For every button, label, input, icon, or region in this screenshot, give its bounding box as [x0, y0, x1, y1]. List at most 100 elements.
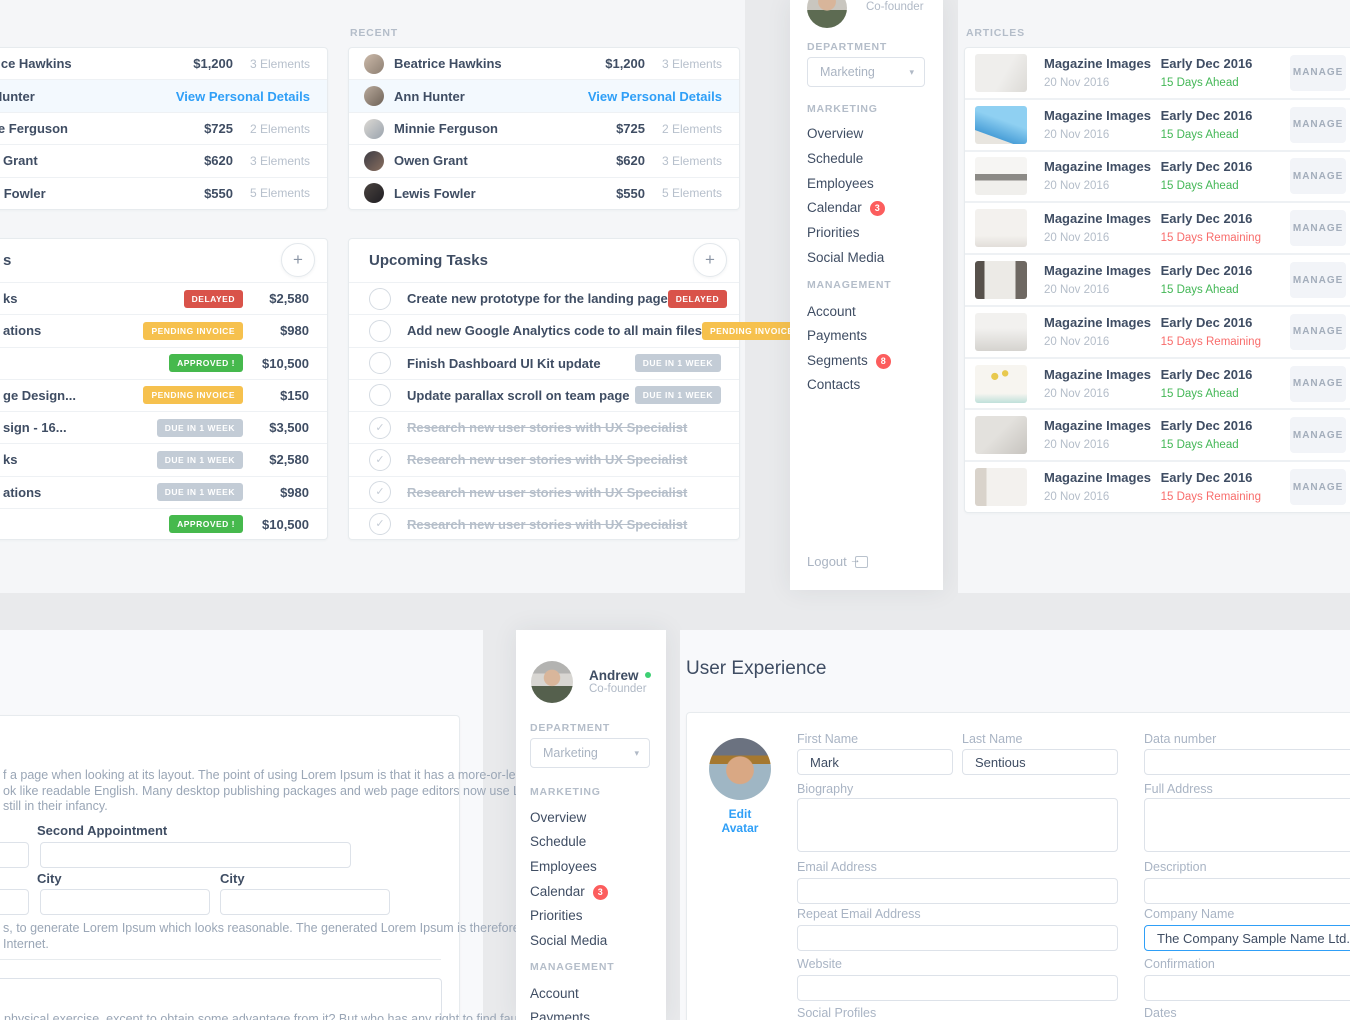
repeat-email-input[interactable]	[797, 925, 1118, 951]
sidebar-item-segments[interactable]: Segments 8	[807, 353, 891, 369]
task-checkbox-checked[interactable]: ✓	[369, 481, 391, 504]
task-row[interactable]: Add new Google Analytics code to all mai…	[349, 314, 802, 346]
department-dropdown[interactable]: Marketing ▾	[530, 738, 650, 768]
person-elements: 5 Elements	[250, 186, 311, 201]
city-input-2[interactable]	[220, 889, 390, 915]
add-task-button[interactable]: +	[693, 243, 727, 277]
notes-textarea[interactable]: physical exercise, except to obtain some…	[0, 978, 588, 1020]
sidebar-item-account[interactable]: Account	[807, 304, 856, 319]
manage-button[interactable]: MANAGE	[1290, 158, 1346, 195]
people-row[interactable]: Lewis Fowler $550 5 Elements	[349, 176, 739, 209]
people-row[interactable]: Beatrice Hawkins $1,200 3 Elements	[0, 48, 327, 79]
sidebar-item-schedule[interactable]: Schedule	[530, 834, 587, 849]
user-role: Co-founder	[589, 683, 647, 695]
second-appointment-input[interactable]	[40, 842, 351, 868]
edit-avatar-link[interactable]: Edit Avatar	[721, 807, 759, 835]
invoice-row[interactable]: sign - 16... DUE IN 1 WEEK $3,500	[0, 411, 327, 443]
manage-button[interactable]: MANAGE	[1290, 262, 1346, 299]
people-row[interactable]: Owen Grant $620 3 Elements	[349, 144, 739, 176]
invoice-row[interactable]: ks DUE IN 1 WEEK $2,580	[0, 443, 327, 475]
invoice-row[interactable]: ks DELAYED $2,580	[0, 283, 327, 314]
people-row[interactable]: Minnie Ferguson $725 2 Elements	[0, 111, 327, 144]
task-row[interactable]: Finish Dashboard UI Kit update DUE IN 1 …	[349, 346, 739, 379]
task-checkbox[interactable]	[369, 319, 391, 342]
department-dropdown[interactable]: Marketing ▾	[807, 57, 925, 87]
data-number-input[interactable]	[1144, 749, 1350, 775]
department-value: Marketing	[543, 746, 598, 760]
last-name-input[interactable]	[962, 749, 1118, 775]
sidebar-item-schedule[interactable]: Schedule	[807, 151, 864, 166]
article-row[interactable]: Magazine Images 20 Nov 2016 Early Dec 201…	[965, 97, 1350, 150]
invoice-row[interactable]: ge Design... PENDING INVOICE $150	[0, 378, 327, 411]
task-checkbox-checked[interactable]: ✓	[369, 416, 391, 439]
sidebar-item-priorities[interactable]: Priorities	[807, 225, 860, 240]
people-row[interactable]: Owen Grant $620 3 Elements	[0, 144, 327, 176]
article-row[interactable]: Magazine Images 20 Nov 2016 Early Dec 201…	[965, 48, 1350, 98]
task-row-done[interactable]: ✓ Research new user stories with UX Spec…	[349, 411, 739, 443]
manage-button[interactable]: MANAGE	[1290, 469, 1346, 506]
sidebar-item-payments[interactable]: Payments	[530, 1010, 591, 1020]
sidebar-item-calendar[interactable]: Calendar 3	[807, 200, 885, 216]
manage-button[interactable]: MANAGE	[1290, 54, 1346, 91]
manage-button[interactable]: MANAGE	[1290, 313, 1346, 350]
sidebar-item-account[interactable]: Account	[530, 986, 579, 1001]
task-row-done[interactable]: ✓ Research new user stories with UX Spec…	[349, 443, 739, 475]
full-address-textarea[interactable]	[1144, 798, 1350, 852]
task-row[interactable]: Create new prototype for the landing pag…	[349, 283, 739, 314]
task-row-done[interactable]: ✓ Research new user stories with UX Spec…	[349, 475, 739, 508]
article-row[interactable]: Magazine Images 20 Nov 2016 Early Dec 201…	[965, 408, 1350, 460]
sidebar-item-payments[interactable]: Payments	[807, 328, 868, 343]
invoice-row[interactable]: ations PENDING INVOICE $980	[0, 314, 327, 346]
add-invoice-button[interactable]: +	[281, 243, 315, 277]
confirmation-input[interactable]	[1144, 975, 1350, 1001]
view-personal-details-link[interactable]: View Personal Details	[587, 88, 722, 104]
sidebar-item-employees[interactable]: Employees	[807, 176, 874, 191]
manage-button[interactable]: MANAGE	[1290, 210, 1346, 247]
invoice-row[interactable]: APPROVED ! $10,500	[0, 346, 327, 379]
sidebar-item-social-media[interactable]: Social Media	[530, 933, 608, 948]
sidebar-item-overview[interactable]: Overview	[807, 126, 864, 141]
article-row[interactable]: Magazine Images 20 Nov 2016 Early Dec 201…	[965, 356, 1350, 409]
email-input[interactable]	[797, 878, 1118, 904]
description-input[interactable]	[1144, 878, 1350, 904]
article-row[interactable]: Magazine Images 20 Nov 2016 Early Dec 201…	[965, 201, 1350, 253]
manage-button[interactable]: MANAGE	[1290, 365, 1346, 402]
people-row-selected[interactable]: Ann Hunter View Personal Details	[0, 79, 327, 112]
task-checkbox[interactable]	[369, 384, 391, 407]
article-due-date: Early Dec 2016	[1160, 366, 1253, 382]
article-due-date: Early Dec 2016	[1160, 418, 1253, 434]
manage-button[interactable]: MANAGE	[1290, 417, 1346, 454]
sidebar-item-social-media[interactable]: Social Media	[807, 250, 885, 265]
article-row[interactable]: Magazine Images 20 Nov 2016 Early Dec 201…	[965, 304, 1350, 357]
state-input[interactable]	[0, 889, 29, 915]
sidebar-item-priorities[interactable]: Priorities	[530, 908, 583, 923]
people-row[interactable]: Lewis Fowler $550 5 Elements	[0, 176, 327, 209]
article-row[interactable]: Magazine Images 20 Nov 2016 Early Dec 201…	[965, 460, 1350, 512]
people-row[interactable]: Beatrice Hawkins $1,200 3 Elements	[349, 48, 739, 79]
biography-textarea[interactable]	[797, 798, 1118, 852]
task-row-done[interactable]: ✓ Research new user stories with UX Spec…	[349, 507, 739, 540]
sidebar-item-calendar[interactable]: Calendar 3	[530, 884, 608, 900]
people-row-selected[interactable]: Ann Hunter View Personal Details	[349, 79, 739, 112]
company-name-input[interactable]	[1144, 925, 1350, 951]
task-checkbox-checked[interactable]: ✓	[369, 513, 391, 536]
website-input[interactable]	[797, 975, 1118, 1001]
invoice-row[interactable]: ations DUE IN 1 WEEK $980	[0, 475, 327, 508]
sidebar-item-overview[interactable]: Overview	[530, 810, 587, 825]
invoice-row[interactable]: APPROVED ! $10,500	[0, 507, 327, 540]
task-checkbox[interactable]	[369, 352, 391, 375]
view-personal-details-link[interactable]: View Personal Details	[175, 88, 310, 104]
article-row[interactable]: Magazine Images 20 Nov 2016 Early Dec 201…	[965, 149, 1350, 202]
article-row[interactable]: Magazine Images 20 Nov 2016 Early Dec 201…	[965, 253, 1350, 305]
task-checkbox[interactable]	[369, 287, 391, 310]
first-appointment-input[interactable]	[0, 842, 29, 868]
task-checkbox-checked[interactable]: ✓	[369, 448, 391, 471]
first-name-input[interactable]	[797, 749, 953, 775]
sidebar-item-contacts[interactable]: Contacts	[807, 377, 861, 392]
sidebar-item-employees[interactable]: Employees	[530, 859, 597, 874]
manage-button[interactable]: MANAGE	[1290, 106, 1346, 143]
task-row[interactable]: Update parallax scroll on team page DUE …	[349, 378, 739, 411]
city-input-1[interactable]	[40, 889, 210, 915]
logout-button[interactable]: Logout	[807, 554, 868, 569]
people-row[interactable]: Minnie Ferguson $725 2 Elements	[349, 111, 739, 144]
